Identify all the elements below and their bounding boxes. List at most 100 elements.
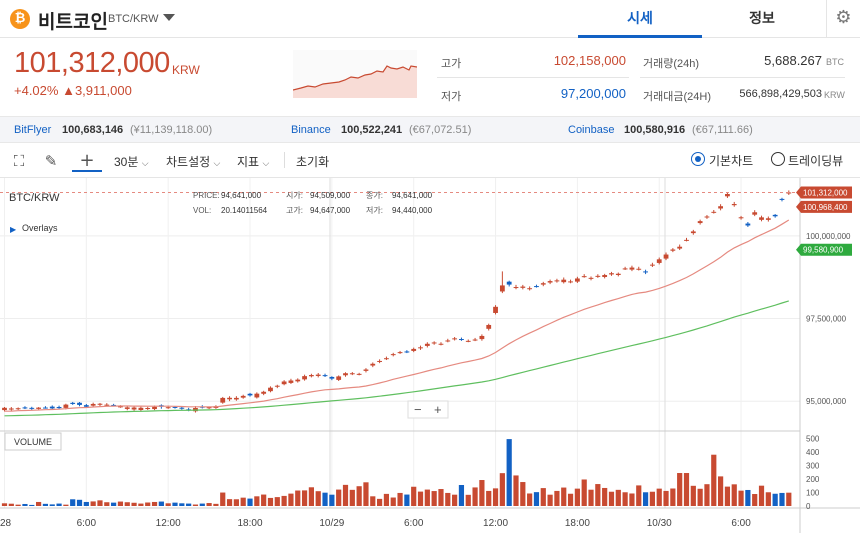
candles xyxy=(2,190,792,413)
tab-info[interactable]: 정보 xyxy=(749,10,775,26)
volume-title: VOLUME xyxy=(14,437,52,447)
exchange-name[interactable]: Binance xyxy=(291,124,331,136)
candle-body xyxy=(650,264,655,266)
fullscreen-icon[interactable]: ⛶ xyxy=(13,152,25,170)
candle-body xyxy=(206,407,212,409)
volume-bar xyxy=(226,499,233,506)
coin-pair[interactable]: BTC/KRW xyxy=(108,13,159,25)
volume-bar xyxy=(15,504,21,506)
candle-body xyxy=(684,239,689,241)
price-tag-label: 100,968,400 xyxy=(803,203,848,212)
indicator-label: 지표 xyxy=(237,155,260,169)
candle-body xyxy=(725,194,730,197)
draw-pencil-icon[interactable]: ✎ xyxy=(44,152,58,170)
volume-bar xyxy=(1,503,8,506)
volume-bar xyxy=(492,488,499,506)
candle-body xyxy=(677,246,683,249)
volume-bar xyxy=(745,489,751,506)
exchange-name[interactable]: BitFlyer xyxy=(14,124,52,136)
basic-chart-radio[interactable] xyxy=(691,152,705,166)
reset-button[interactable]: 초기화 xyxy=(296,155,330,169)
volume-bar xyxy=(213,503,219,506)
zoom-out-button[interactable]: − xyxy=(414,402,422,417)
candle-body xyxy=(520,286,526,288)
gear-icon[interactable]: ⚙ xyxy=(826,0,860,38)
bitcoin-icon: ₿ xyxy=(10,9,30,29)
info-vol-value: 20.14011564 xyxy=(221,206,268,215)
tab-quote[interactable]: 시세 xyxy=(578,0,702,38)
candle-body xyxy=(554,280,560,282)
volume-bar xyxy=(124,502,130,506)
high-value: 102,158,000 xyxy=(553,53,626,68)
candlestick-chart[interactable]: 100,000,000 97,500,000 95,000,000 500 400 30… xyxy=(0,178,860,533)
candle-body xyxy=(118,406,123,408)
x-tick-label: 6:00 xyxy=(731,518,751,529)
candle-body xyxy=(302,376,307,380)
chart-grid xyxy=(0,178,800,508)
amount-unit: KRW xyxy=(824,90,845,100)
volume-bar xyxy=(370,496,376,506)
volume-value: 5,688.267 xyxy=(764,53,822,68)
volume-bar xyxy=(738,490,744,506)
candle-body xyxy=(506,281,512,285)
chart-settings-select[interactable]: 차트설정 ⌵ xyxy=(166,153,220,170)
volume-bar xyxy=(608,491,615,506)
candle-body xyxy=(227,397,232,400)
volume-bar xyxy=(533,492,540,506)
volume-bar xyxy=(731,484,737,506)
trading-view-radio[interactable] xyxy=(771,152,785,166)
x-tick-label: 28 xyxy=(0,518,12,529)
volume-bar xyxy=(22,503,28,506)
candle-body xyxy=(636,268,642,270)
zoom-in-button[interactable]: + xyxy=(434,402,442,417)
volume-bar xyxy=(499,473,505,506)
volume-bar xyxy=(288,493,294,506)
candle-body xyxy=(172,406,178,408)
volume-bar xyxy=(663,490,669,506)
volume-bar xyxy=(595,484,601,506)
volume-bar xyxy=(711,454,717,506)
volume-bar xyxy=(336,489,342,506)
candle-body xyxy=(377,360,382,362)
exchange-price: 100,580,916 xyxy=(624,124,686,136)
volume-bars xyxy=(1,439,792,506)
volume-bar xyxy=(649,491,655,506)
volume-bar xyxy=(377,498,383,506)
volume-bar xyxy=(574,488,580,506)
candle-body xyxy=(2,407,7,411)
candle-body xyxy=(738,217,744,219)
candle-body xyxy=(111,404,117,406)
exchange-name[interactable]: Coinbase xyxy=(568,124,615,136)
volume-bar xyxy=(772,493,778,506)
interval-select[interactable]: 30분 ⌵ xyxy=(114,153,149,170)
trading-view-label[interactable]: 트레이딩뷰 xyxy=(788,154,844,168)
volume-bar xyxy=(724,486,731,506)
volume-bar xyxy=(63,504,69,506)
candle-body xyxy=(493,306,498,313)
volume-bar xyxy=(411,486,417,506)
volume-bar xyxy=(417,491,424,506)
info-price-value: 94,641,000 xyxy=(221,191,262,200)
volume-bar xyxy=(349,489,355,506)
volume-bar xyxy=(49,504,55,506)
candle-body xyxy=(418,347,423,349)
indicator-select[interactable]: 지표 ⌵ xyxy=(237,153,269,170)
up-arrow-icon: ▲ xyxy=(62,83,75,98)
volume-bar xyxy=(29,504,35,506)
low-value: 97,200,000 xyxy=(560,86,626,101)
volume-bar xyxy=(186,503,192,506)
volume-bar xyxy=(690,485,696,506)
overlays-toggle[interactable]: Overlays xyxy=(22,223,58,233)
volume-bar xyxy=(527,493,533,506)
exchange-price-local: (€67,111.66) xyxy=(692,124,753,136)
candle-body xyxy=(288,380,294,383)
x-tick-label: 10/29 xyxy=(319,518,344,529)
volume-bar xyxy=(295,490,301,506)
crosshair-icon[interactable]: + xyxy=(72,150,102,172)
overlays-triangle-icon[interactable]: ▶ xyxy=(10,225,17,234)
candle-body xyxy=(609,273,614,275)
volume-bar xyxy=(131,502,137,506)
volume-bar xyxy=(199,503,205,506)
basic-chart-label[interactable]: 기본차트 xyxy=(709,154,754,168)
caret-down-icon[interactable] xyxy=(163,14,175,21)
